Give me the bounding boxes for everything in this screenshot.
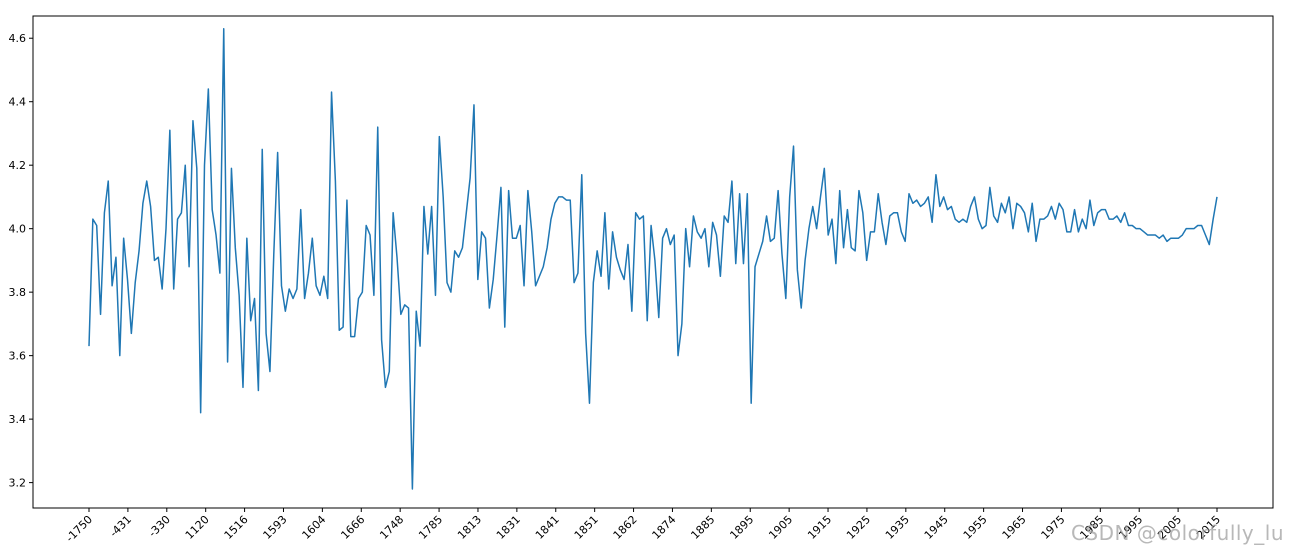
plot-frame — [32, 15, 1274, 509]
y-tick-label: 4.6 — [9, 32, 27, 45]
y-tick-label: 3.6 — [9, 350, 27, 363]
watermark: CSDN @colorfully_lu — [1070, 521, 1284, 545]
y-tick-label: 3.8 — [9, 286, 27, 299]
series-line — [88, 27, 1218, 490]
y-tick-label: 4.0 — [9, 223, 27, 236]
y-tick-label: 4.2 — [9, 159, 27, 172]
y-axis: 3.2 3.4 3.6 3.8 4.0 4.2 4.4 4.6 — [9, 32, 33, 490]
y-tick-label: 3.4 — [9, 413, 27, 426]
y-tick-label: 4.4 — [9, 96, 27, 109]
y-tick-label: 3.2 — [9, 477, 27, 490]
